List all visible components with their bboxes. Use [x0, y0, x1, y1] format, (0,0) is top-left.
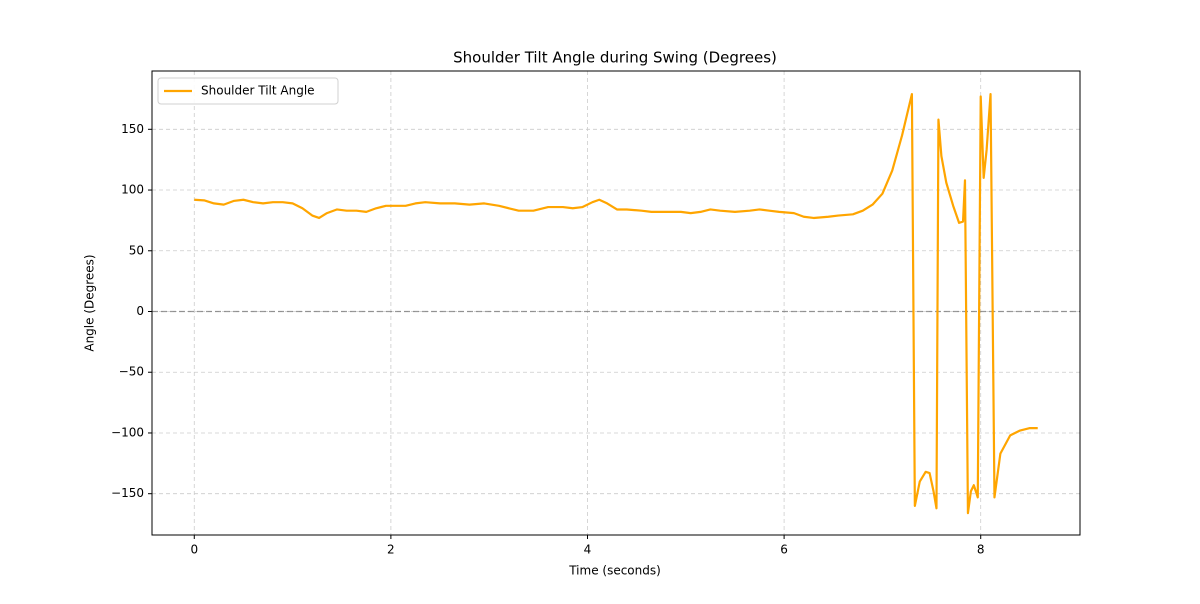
- y-tick-label: 100: [121, 183, 144, 197]
- x-tick-label: 0: [190, 543, 198, 557]
- plot-frame: [151, 70, 1081, 536]
- y-tick-label: −100: [111, 425, 144, 439]
- x-tick-label: 8: [977, 543, 985, 557]
- y-tick-label: 0: [136, 304, 144, 318]
- legend-box: [157, 77, 339, 105]
- data-line: [194, 92, 1038, 515]
- y-tick-label: −150: [111, 486, 144, 500]
- y-axis-label: Angle (Degrees): [83, 254, 97, 351]
- y-tick-label: −50: [119, 365, 144, 379]
- x-axis-label: Time (seconds): [568, 564, 661, 578]
- y-tick-label: 50: [129, 243, 144, 257]
- chart-title: Shoulder Tilt Angle during Swing (Degree…: [453, 49, 777, 67]
- x-tick-label: 2: [387, 543, 395, 557]
- legend-label: Shoulder Tilt Angle: [201, 84, 315, 98]
- x-tick-label: 4: [584, 543, 592, 557]
- y-tick-label: 150: [121, 122, 144, 136]
- x-tick-label: 6: [780, 543, 788, 557]
